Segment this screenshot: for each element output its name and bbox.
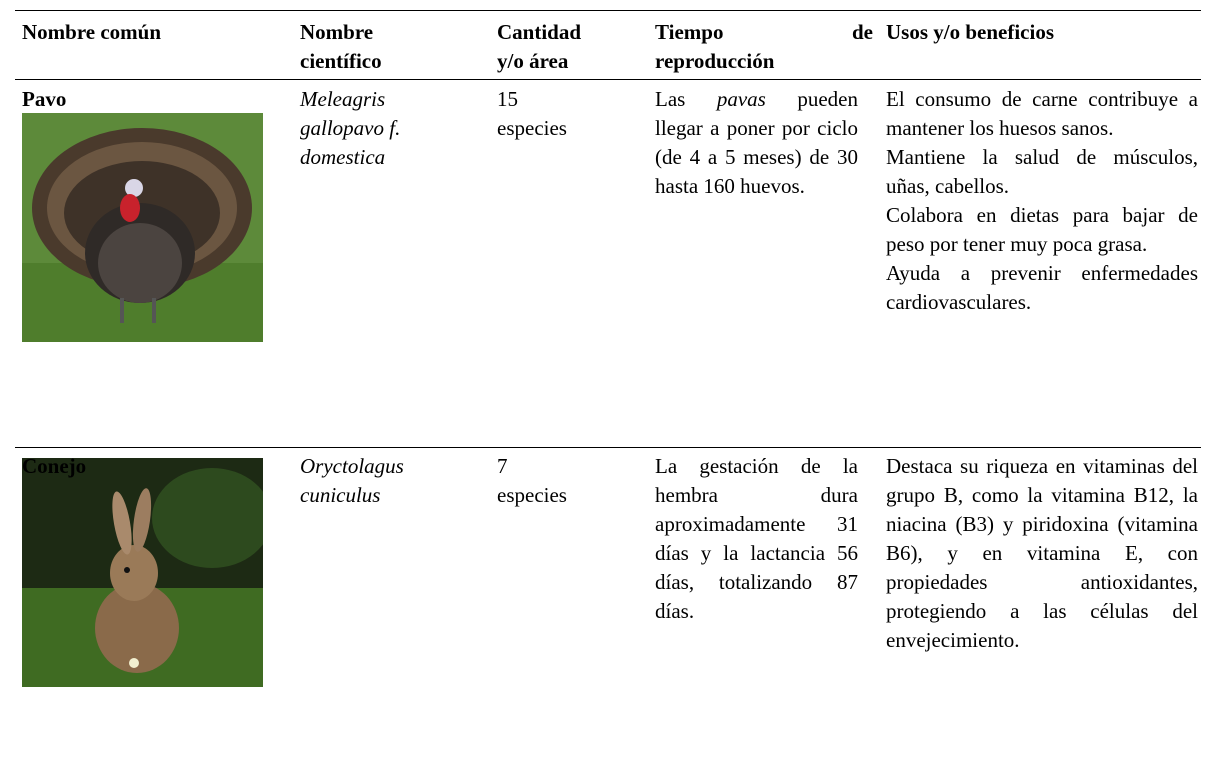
use-item: Mantiene la salud de músculos, uñas, cab… [886,145,1198,198]
header-cell: Cantidad y/o área [497,20,582,73]
use-item: Ayuda a prevenir enfermedades cardiovasc… [886,261,1198,314]
header-cell: Tiempo de reproducción [655,20,873,73]
use-item: El consumo de carne contribuye a mantene… [886,87,1198,140]
reproduction: La gestación de la hembra dura aproximad… [655,452,858,626]
uses: Destaca su riqueza en vitaminas del grup… [886,452,1198,655]
reproduction-text: pavas [716,87,766,111]
reproduction: Las pavas pueden llegar a poner por cicl… [655,85,858,201]
use-item: Colabora en dietas para bajar de peso po… [886,203,1198,256]
common-name: Conejo [22,454,87,478]
scientific-name: Oryctolagus cuniculus [300,454,404,507]
reproduction-text: Las [655,87,717,111]
reproduction-text: La gestación de la hembra dura aproximad… [655,454,858,623]
header-cell: Nombre común [22,20,162,44]
use-item: Destaca su riqueza en vitaminas del grup… [886,454,1198,652]
quantity: 15 especies [497,87,567,140]
scientific-name: Meleagris gallopavo f. domestica [300,87,401,169]
table-rule [15,447,1201,448]
uses: El consumo de carne contribuye a mantene… [886,85,1198,317]
header-cell: Usos y/o beneficios [886,20,1054,44]
reproduction-text: pueden llegar a poner por ciclo (de 4 a … [655,87,858,198]
turkey-image [22,113,263,342]
table-rule [15,10,1201,11]
header-cell: Nombre científico [300,20,382,73]
common-name: Pavo [22,87,67,111]
quantity: 7 especies [497,454,567,507]
table-rule [15,79,1201,80]
rabbit-image [22,458,263,687]
